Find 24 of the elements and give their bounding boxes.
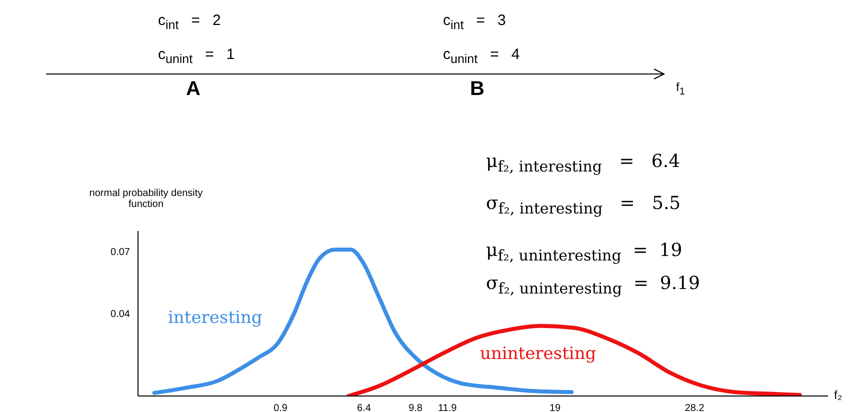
x-tick-label: 0.9: [274, 403, 288, 412]
y-tick-label: 0.07: [110, 247, 130, 258]
text: B: [470, 78, 484, 101]
x-tick-label: 9.8: [408, 403, 423, 412]
text: c$_{int}$ = 3: [443, 12, 506, 32]
y-axis-title: normal probability density function: [88, 188, 204, 210]
x-tick-label: 11.9: [438, 403, 458, 412]
text: μ$_{f₂, interesting}$ = 6.4: [486, 151, 680, 176]
text: c$_{unint}$ = 4: [443, 46, 520, 66]
x-tick-label: 19: [549, 403, 562, 412]
text: c$_{int}$ = 2: [158, 12, 221, 32]
x-tick-label: 28.2: [684, 403, 705, 412]
line-series: [346, 324, 802, 396]
series-label: interesting: [168, 308, 262, 328]
text: c$_{unint}$ = 1: [158, 46, 235, 66]
series-label: uninteresting: [480, 344, 596, 364]
y-tick-label: 0.04: [110, 309, 130, 320]
text: f$_{1}$: [676, 80, 685, 98]
text: A: [186, 78, 200, 101]
x-tick-label: 6.4: [357, 403, 372, 412]
text: σ$_{f₂, interesting}$ = 5.5: [486, 193, 681, 218]
annotation: μ$_{f₂, uninteresting}$ = 19: [486, 240, 682, 265]
annotation: σ$_{f₂, uninteresting}$ = 9.19: [486, 273, 700, 298]
x-axis-title: f₂: [834, 388, 842, 402]
